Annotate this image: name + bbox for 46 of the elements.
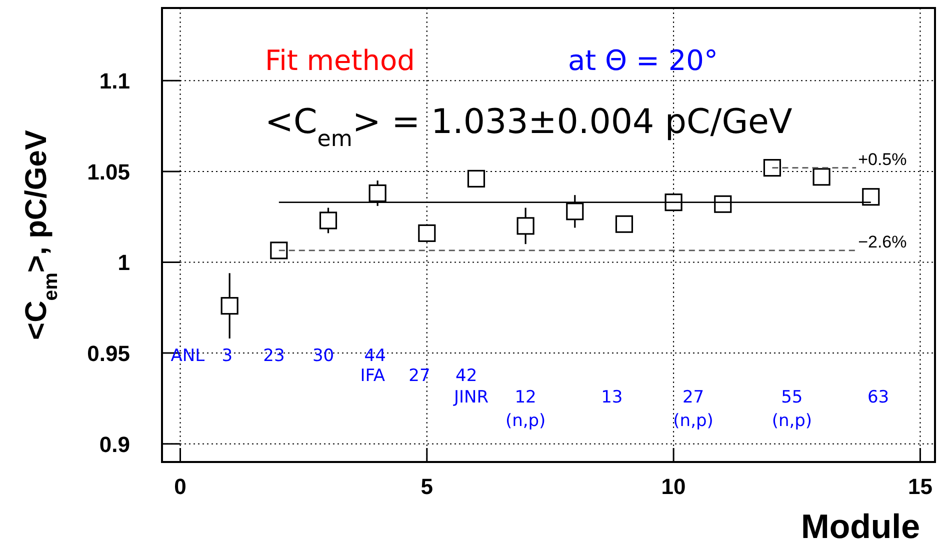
point bbox=[516, 217, 534, 235]
y-tick-label: 0.95 bbox=[87, 341, 130, 366]
annotation: (n,p) bbox=[772, 411, 812, 432]
annotation: 23 bbox=[263, 346, 285, 366]
annotation: ANL bbox=[170, 346, 206, 366]
annotation: 27 bbox=[682, 388, 704, 408]
point bbox=[566, 202, 584, 220]
annotation: 13 bbox=[601, 388, 623, 408]
x-axis-title: Module bbox=[801, 508, 920, 546]
x-tick-label: 5 bbox=[420, 474, 434, 499]
series-label: −2.6% bbox=[858, 232, 907, 252]
series-label: +0.5% bbox=[858, 150, 907, 169]
annotation: 55 bbox=[781, 388, 803, 408]
point bbox=[220, 297, 238, 315]
point bbox=[467, 170, 486, 188]
annotation: <C$_{em}$> = 1.033±0.004 pC/GeV bbox=[265, 102, 792, 152]
annotation: 30 bbox=[312, 346, 334, 366]
y-tick-label: 1 bbox=[118, 250, 130, 276]
annotation: 27 bbox=[408, 366, 430, 386]
annotation: at Θ = 20° bbox=[568, 44, 718, 77]
x-tick-label: 0 bbox=[174, 474, 186, 499]
annotation: 42 bbox=[456, 366, 478, 386]
annotation: 63 bbox=[867, 388, 890, 408]
annotation: JINR bbox=[453, 388, 489, 408]
point bbox=[812, 168, 830, 186]
point bbox=[418, 224, 436, 242]
annotation: 12 bbox=[514, 388, 536, 408]
annotation: Fit method bbox=[265, 44, 415, 77]
point bbox=[319, 212, 338, 230]
y-tick-label: 0.9 bbox=[99, 432, 130, 457]
point bbox=[763, 159, 782, 177]
x-tick-label: 10 bbox=[661, 474, 686, 499]
annotation: (n,p) bbox=[673, 411, 714, 432]
annotation: 3 bbox=[222, 346, 233, 366]
point bbox=[270, 242, 288, 260]
point bbox=[615, 215, 634, 233]
point bbox=[368, 184, 386, 202]
point bbox=[862, 188, 880, 206]
annotation: IFA bbox=[360, 366, 386, 386]
x-tick-label: 15 bbox=[908, 474, 932, 499]
y-tick-label: 1.05 bbox=[87, 159, 130, 184]
annotation: (n,p) bbox=[505, 411, 546, 432]
point bbox=[714, 195, 732, 213]
point bbox=[664, 194, 682, 212]
y-tick-label: 1.1 bbox=[99, 68, 130, 94]
annotation: 44 bbox=[364, 346, 386, 366]
